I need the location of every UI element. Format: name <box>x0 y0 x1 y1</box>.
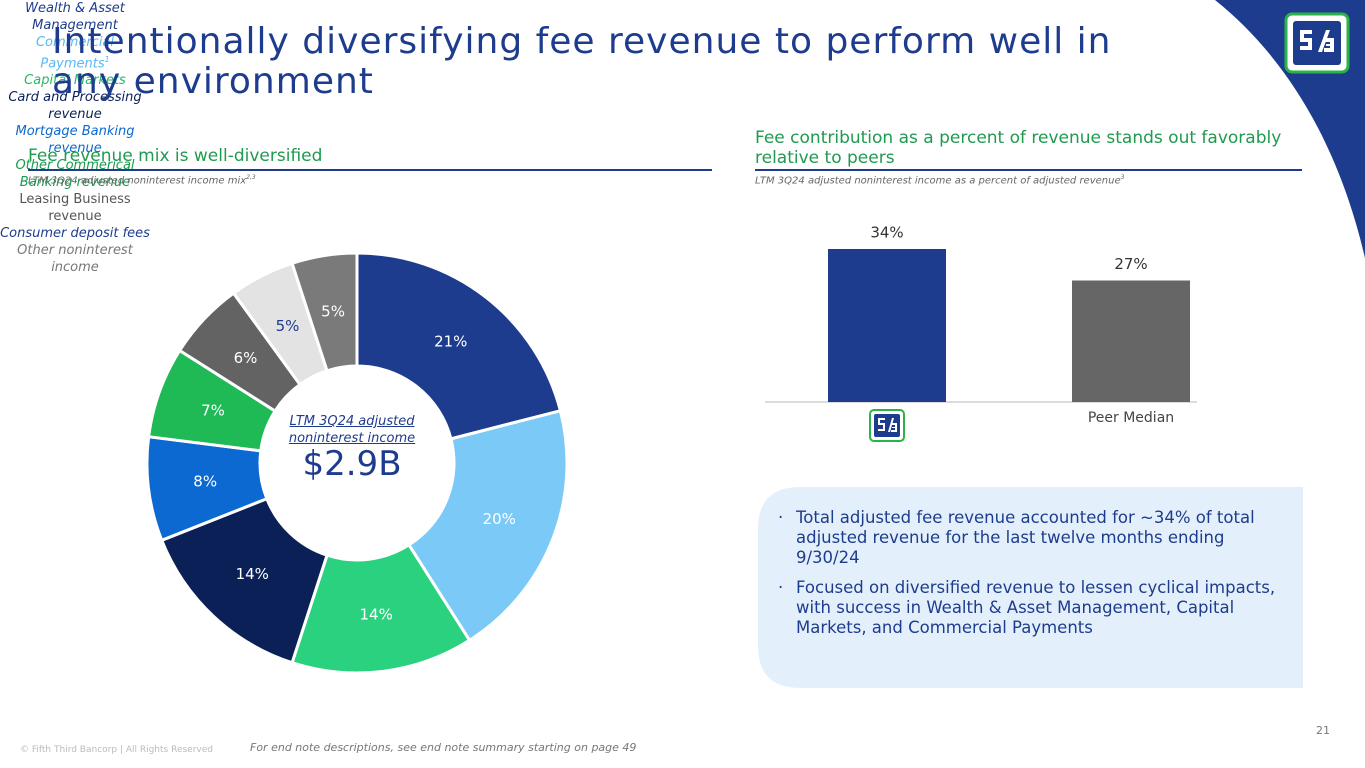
category-name: Card and Processing revenue <box>8 90 142 123</box>
category-label: Leasing Business revenue <box>0 191 150 225</box>
subtitle: LTM 3Q24 adjusted noninterest income as … <box>755 174 1124 186</box>
category-label: Mortgage Banking revenue <box>0 123 150 157</box>
donut-slice <box>406 408 569 643</box>
center-label: LTM 3Q24 adjusted noninterest income <box>288 414 416 446</box>
bar <box>828 249 946 402</box>
subtitle-text: LTM 3Q24 adjusted noninterest income mix <box>28 175 247 187</box>
value-label: 5% <box>321 302 345 320</box>
value-label: 20% <box>483 510 516 528</box>
category-name: Leasing Business revenue <box>19 192 131 225</box>
subtitle-text: LTM 3Q24 adjusted noninterest income as … <box>755 175 1121 187</box>
category-name: Other Commerical Banking revenue <box>15 158 135 191</box>
category-label: Other noninterest income <box>0 242 150 276</box>
bar <box>1072 280 1190 402</box>
category-label: Capital Markets <box>0 72 150 89</box>
category-name: Capital Markets <box>24 73 126 89</box>
category-logo-mark <box>878 418 897 432</box>
value-label: 14% <box>360 605 393 623</box>
category-name: Consumer deposit fees <box>0 226 150 242</box>
donut-slice <box>290 251 359 373</box>
category-label: Wealth & Asset Management <box>0 0 150 34</box>
bullet-list: Total adjusted fee revenue accounted for… <box>778 508 1283 648</box>
donut-slice <box>355 251 563 441</box>
value-label: 21% <box>434 333 467 351</box>
slide-title: Intentionally diversifying fee revenue t… <box>52 21 1112 102</box>
category-name: Other noninterest income <box>17 243 133 276</box>
bullet: Focused on diversified revenue to lessen… <box>778 578 1283 638</box>
copyright: © Fifth Third Bancorp | All Rights Reser… <box>20 745 213 755</box>
value-label: 14% <box>236 565 269 583</box>
page-number: 21 <box>1316 724 1330 737</box>
value-label: 6% <box>234 349 258 367</box>
subtitle: LTM 3Q24 adjusted noninterest income mix… <box>28 174 256 186</box>
bullet: Total adjusted fee revenue accounted for… <box>778 508 1283 568</box>
category-label: Consumer deposit fees <box>0 225 150 242</box>
subtitle-note: 2,3 <box>246 174 256 181</box>
x-tick-label: Peer Median <box>1088 410 1174 426</box>
center-value: $2.9B <box>302 444 402 484</box>
category-note: 1 <box>104 55 110 64</box>
category-name: Mortgage Banking revenue <box>15 124 135 157</box>
donut-slice <box>290 542 472 675</box>
value-label: 8% <box>193 473 217 491</box>
category-label: Commercial Payments1 <box>0 34 150 72</box>
section-heading: Fee contribution as a percent of revenue… <box>755 128 1282 168</box>
value-label: 34% <box>870 224 903 242</box>
category-name: Wealth & Asset Management <box>25 1 125 33</box>
value-label: 5% <box>276 317 300 335</box>
category-label: Other Commerical Banking revenue <box>0 157 150 191</box>
category-label: Card and Processing revenue <box>0 89 150 123</box>
logo-mark <box>1300 30 1334 52</box>
section-heading: Fee revenue mix is well-diversified <box>28 146 323 166</box>
subtitle-note: 3 <box>1120 174 1125 181</box>
value-label: 27% <box>1114 255 1147 273</box>
bullets: Total adjusted fee revenue accounted for… <box>778 508 1283 638</box>
value-label: 7% <box>201 402 225 420</box>
category-name: Commercial Payments <box>35 35 115 72</box>
donut-slice <box>159 496 329 665</box>
footnote: For end note descriptions, see end note … <box>250 741 637 754</box>
